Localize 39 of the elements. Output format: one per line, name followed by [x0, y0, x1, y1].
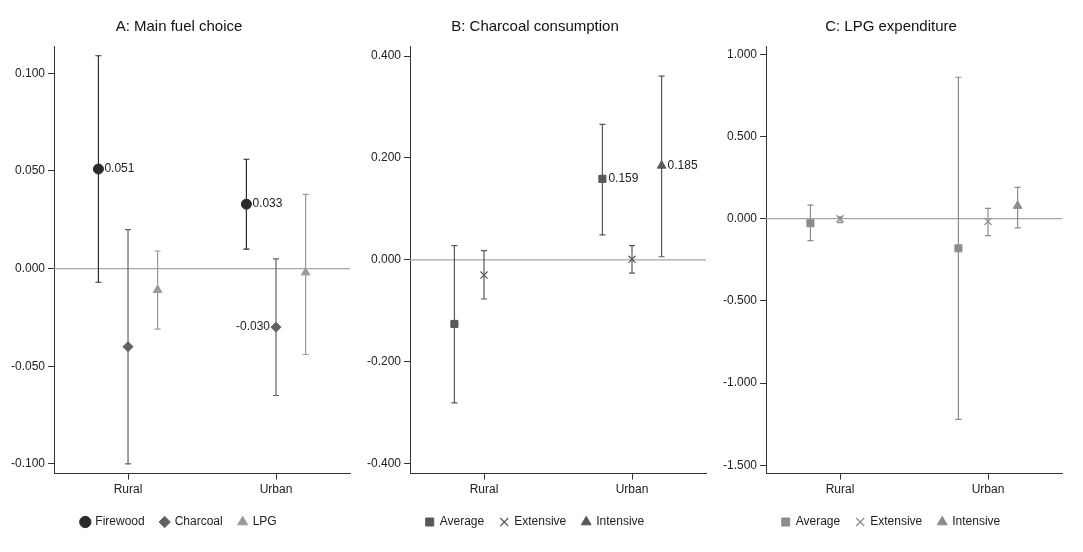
y-tick-label: 0.400	[370, 48, 402, 63]
x-tick-label: Rural	[825, 482, 855, 497]
y-tick-label: -0.100	[10, 456, 46, 471]
legend-label: Extensive	[514, 514, 567, 529]
y-tick-label: 0.200	[370, 150, 402, 165]
y-tick-label: 0.050	[14, 163, 46, 178]
legend-label: Intensive	[952, 514, 1001, 529]
legend-label: Firewood	[95, 514, 145, 529]
x-tick-label: Urban	[259, 482, 293, 497]
data-label: 0.159	[608, 171, 639, 186]
y-tick-label: 1.000	[726, 46, 758, 61]
y-tick-label: 0.000	[726, 211, 758, 225]
y-tick-label: 0.100	[14, 65, 46, 80]
legend-label: Extensive	[870, 514, 923, 529]
y-tick-label: 0.000	[14, 260, 46, 275]
chart-title: B: Charcoal consumption	[451, 17, 619, 35]
x-tick-label: Rural	[469, 482, 499, 497]
y-tick-label: 0.000	[370, 252, 402, 267]
y-tick-label: -0.050	[10, 358, 46, 373]
data-label: -0.030	[235, 319, 271, 334]
legend-label: Charcoal	[174, 514, 223, 529]
chart-title: C: LPG expenditure	[825, 17, 957, 35]
data-label: 0.185	[667, 157, 698, 172]
y-tick-label: -1.000	[722, 375, 758, 390]
x-tick-label: Urban	[615, 482, 649, 497]
y-tick-label: -1.500	[722, 457, 758, 472]
legend-label: Average	[795, 514, 841, 529]
legend-label: LPG	[252, 514, 277, 529]
y-tick-label: -0.200	[366, 353, 402, 368]
legend-label: Average	[439, 514, 485, 529]
y-tick-label: 0.500	[726, 128, 758, 143]
x-tick-label: Urban	[971, 482, 1005, 497]
data-label: 0.033	[252, 196, 283, 211]
y-tick-label: -0.400	[366, 455, 402, 470]
data-label: 0.051	[104, 161, 135, 176]
legend-label: Intensive	[596, 514, 645, 529]
chart-title: A: Main fuel choice	[115, 17, 243, 35]
y-tick-label: -0.500	[722, 293, 758, 308]
x-tick-label: Rural	[113, 482, 143, 497]
